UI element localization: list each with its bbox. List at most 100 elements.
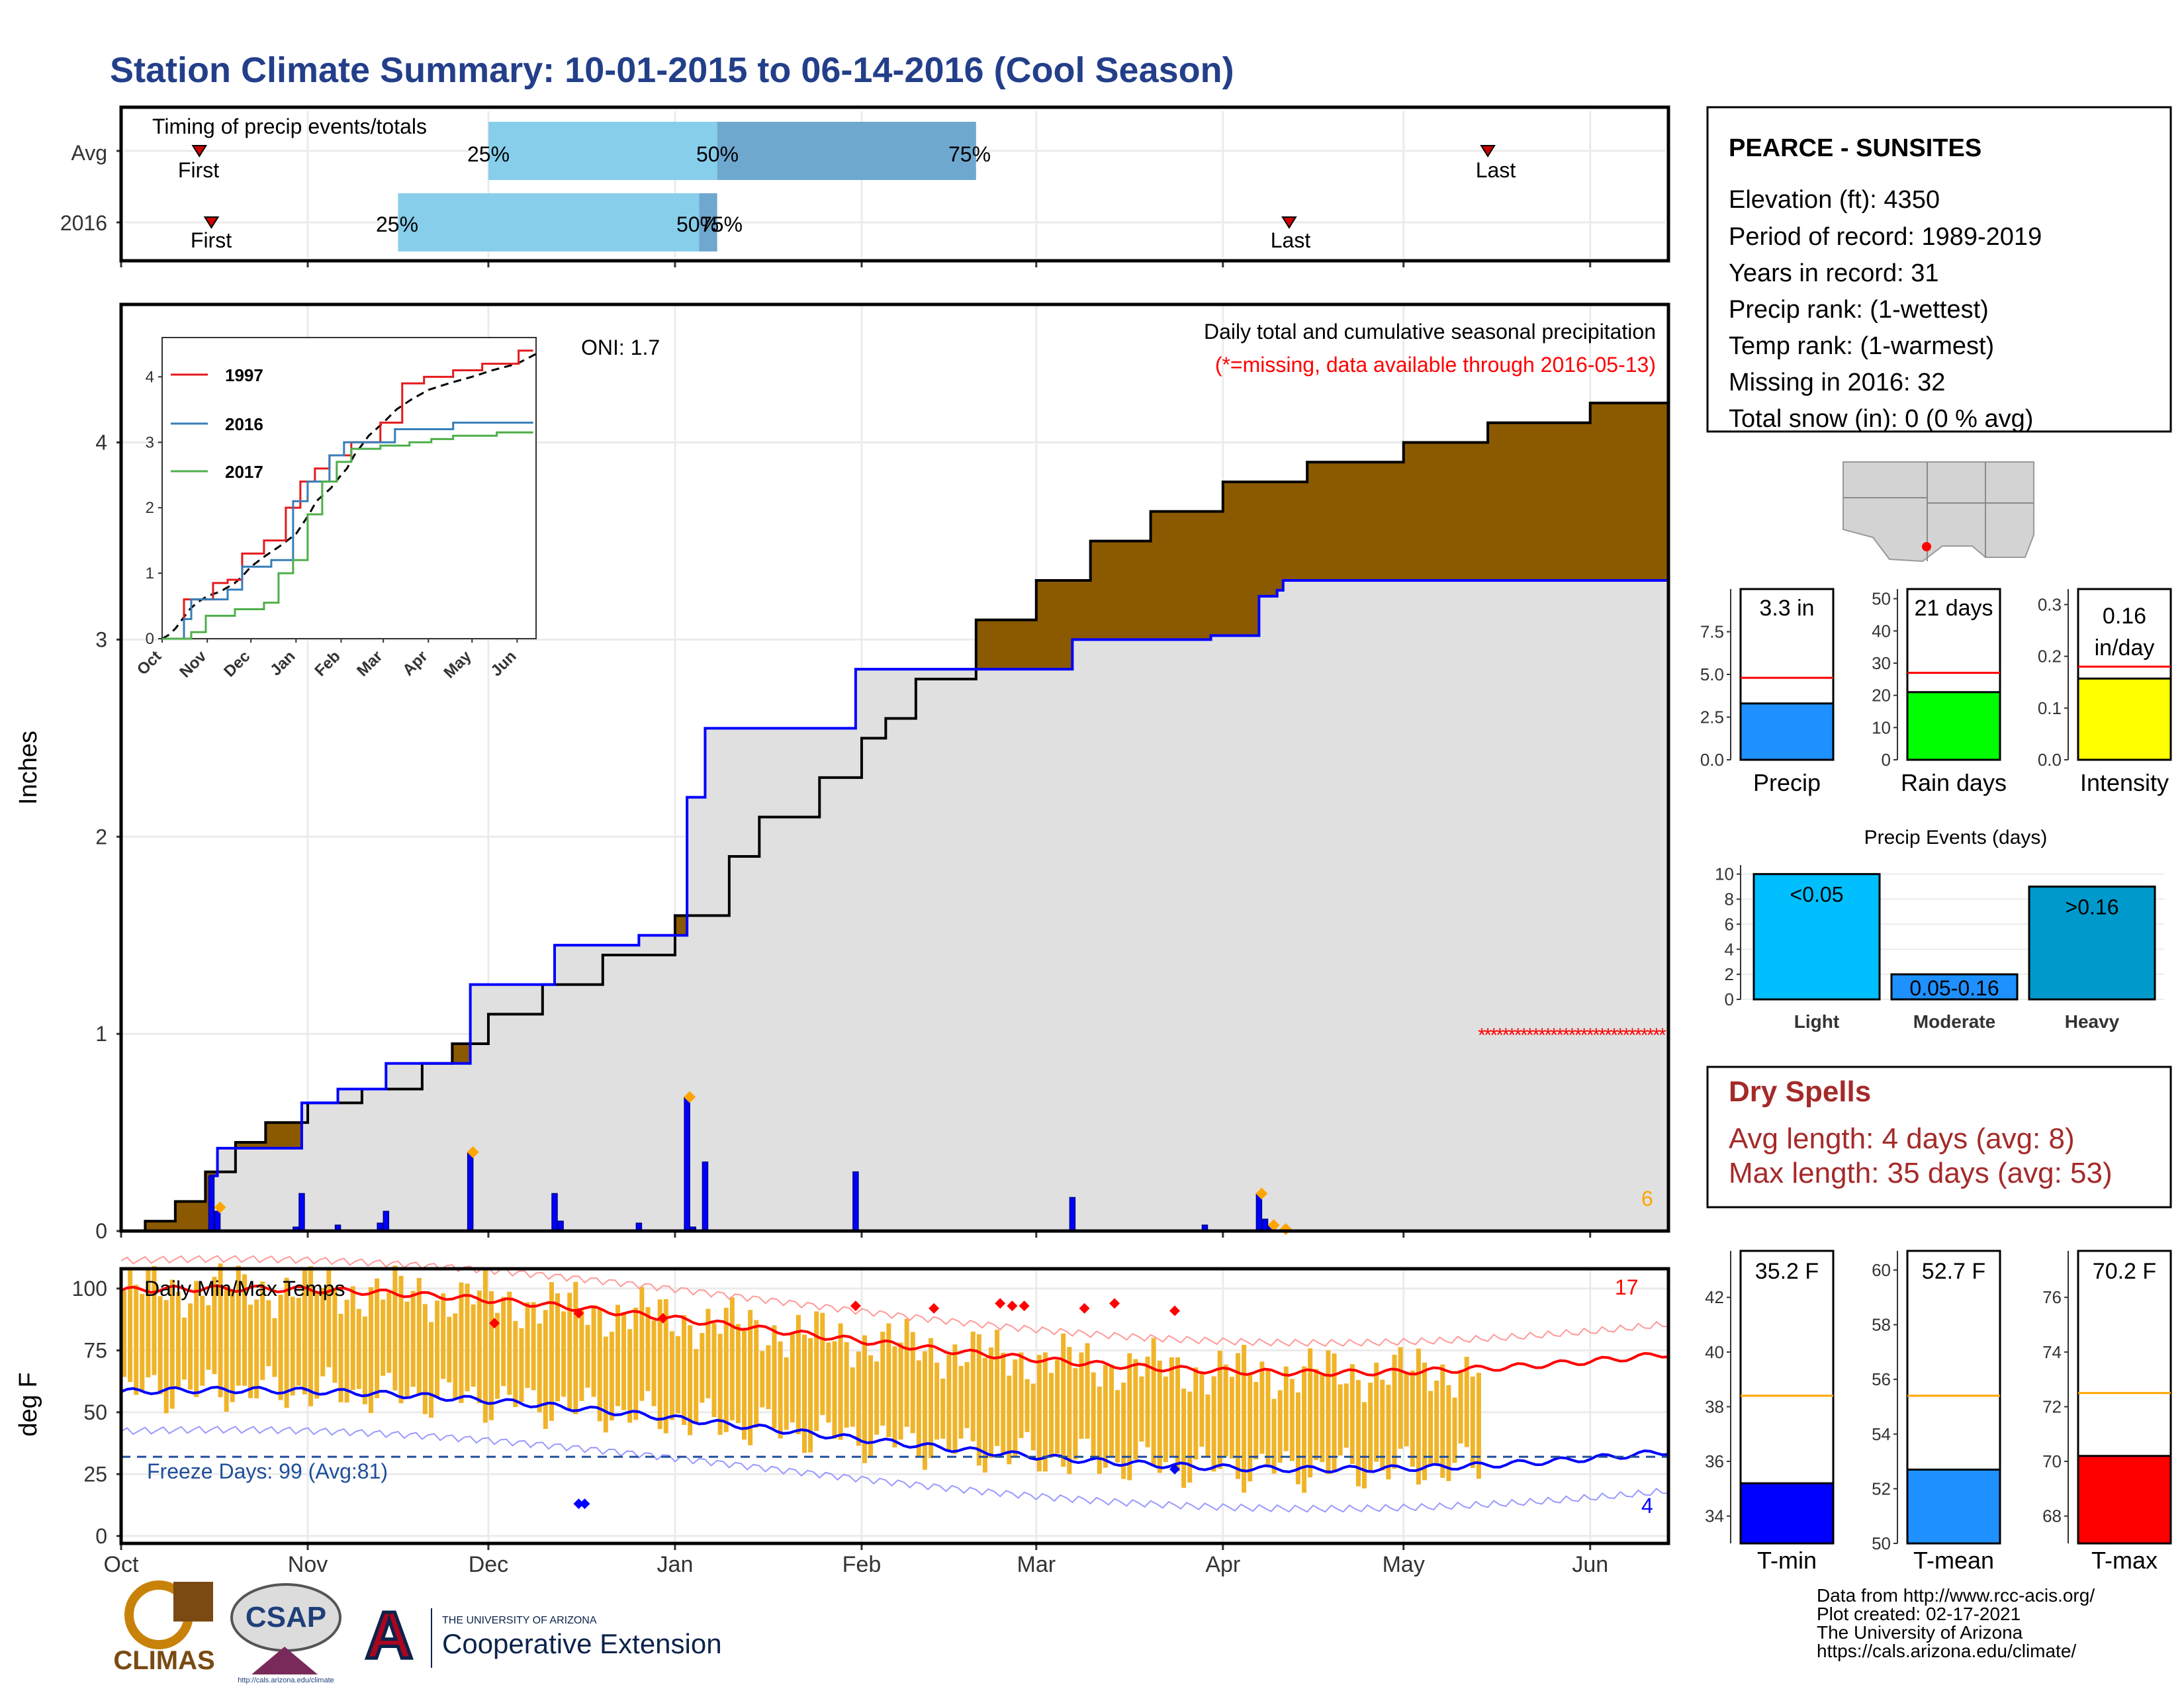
daily-temp-bar — [754, 1320, 759, 1428]
daily-temp-bar — [1259, 1361, 1265, 1454]
locator-map — [1843, 461, 2034, 563]
daily-temp-bar — [790, 1332, 795, 1423]
y2016-p75-label: 75% — [700, 212, 743, 236]
daily-temp-bar — [1181, 1388, 1187, 1488]
missing-day-star: * — [1653, 1025, 1661, 1046]
daily-temp-bar — [356, 1308, 361, 1389]
event-bar-Heavy — [2028, 886, 2156, 1001]
daily-temp-bar — [549, 1282, 554, 1421]
summary-tick-label-Rain days: 30 — [1872, 653, 1891, 673]
summary-value-unit-Intensity: in/day — [2095, 635, 2155, 661]
daily-temp-bar — [459, 1282, 464, 1403]
daily-temp-bar — [477, 1290, 482, 1404]
record-marker-4 — [1267, 1219, 1280, 1232]
climas-logo-text: CLIMAS — [113, 1646, 214, 1675]
daily-temp-bar — [302, 1267, 307, 1394]
timing-bar-50-75-avg — [717, 122, 976, 180]
missing-day-star: * — [1520, 1025, 1528, 1046]
daily-temp-bar — [862, 1335, 867, 1463]
daily-temp-bar — [453, 1313, 458, 1399]
temp-y-tick-label-25: 25 — [83, 1462, 107, 1486]
daily-temp-bar — [344, 1299, 349, 1403]
summary-bar-Intensity — [2077, 677, 2172, 761]
precip-panel-frame — [119, 302, 1670, 1233]
daily-temp-bar — [416, 1277, 422, 1395]
dry-spells-frame — [1706, 1066, 2172, 1209]
daily-temp-bar — [314, 1292, 320, 1399]
events-tick-label-8: 8 — [1725, 890, 1734, 909]
daily-temp-bar — [1386, 1385, 1391, 1480]
daily-temp-bar — [188, 1303, 193, 1390]
temperature-plot-content: 0 25 50 75 100 — [72, 1255, 1669, 1550]
avg-first-label: First — [178, 158, 219, 182]
daily-temp-bar — [482, 1270, 488, 1423]
precip-y-tick-label-1: 1 — [95, 1022, 107, 1046]
daily-temp-bar — [1139, 1376, 1144, 1442]
daily-temp-bar — [1048, 1373, 1054, 1457]
daily-temp-bar — [1073, 1368, 1078, 1460]
daily-temp-bar — [428, 1322, 433, 1418]
daily-temp-bar — [1079, 1352, 1084, 1439]
missing-day-star: * — [1514, 1025, 1522, 1046]
record-low-marker-0 — [573, 1498, 584, 1510]
daily-temp-bar — [140, 1293, 145, 1393]
record-high-marker-3 — [1007, 1301, 1018, 1312]
inset-y-tick-label-3: 3 — [146, 434, 154, 451]
daily-temp-bar — [350, 1286, 355, 1391]
temp-summary-tick-label-T-max: 76 — [2042, 1287, 2062, 1307]
daily-temp-bar — [362, 1316, 367, 1404]
timing-panel-frame — [119, 105, 1670, 263]
temp-summary-tick-label-T-max: 74 — [2042, 1342, 2062, 1362]
daily-temp-bar — [916, 1360, 921, 1457]
daily-temp-bar — [1470, 1376, 1475, 1469]
daily-temp-bar — [501, 1297, 506, 1387]
daily-temp-bar — [284, 1277, 289, 1408]
record-marker-3 — [1255, 1187, 1268, 1200]
summary-tick-label-Rain days: 0 — [1882, 750, 1891, 770]
daily-precip-bar-8 — [551, 1193, 558, 1232]
timing-bar-25-50-avg — [488, 122, 717, 180]
daily-temp-bar — [1362, 1402, 1367, 1488]
daily-temp-bar — [639, 1287, 645, 1401]
inset-frame — [161, 337, 537, 639]
daily-temp-bar — [1085, 1343, 1090, 1439]
events-tick-label-6: 6 — [1725, 914, 1734, 934]
daily-temp-bar — [573, 1281, 578, 1414]
daily-temp-bar — [735, 1324, 741, 1424]
page-title: Station Climate Summary: 10-01-2015 to 0… — [110, 50, 1234, 90]
hot-days-count: 17 — [1615, 1275, 1639, 1299]
y2016-p50-label: 50% — [676, 212, 719, 236]
daily-temp-bar — [465, 1283, 470, 1392]
climas-logo: CLIMAS — [113, 1580, 215, 1675]
daily-temp-bar — [940, 1378, 946, 1439]
summary-tick-label-Precip: 2.5 — [1700, 708, 1724, 727]
summary-label-Rain days: Rain days — [1901, 769, 2007, 796]
daily-temp-bar — [422, 1304, 428, 1414]
ua-block-a-icon: A — [365, 1598, 413, 1672]
daily-temp-bar — [1302, 1366, 1307, 1493]
daily-temp-bar — [579, 1310, 584, 1401]
daily-temp-bar — [1368, 1383, 1373, 1472]
daily-precip-bar-15 — [1069, 1197, 1076, 1232]
daily-temp-bar — [122, 1290, 126, 1377]
inset-series-line-2016 — [162, 422, 533, 640]
temp-summary-tick-label-T-max: 68 — [2042, 1506, 2062, 1526]
daily-temp-bar — [1019, 1352, 1024, 1438]
daily-temp-bar — [163, 1300, 169, 1414]
daily-temp-bar — [410, 1291, 416, 1387]
temp-y-tick-label-50: 50 — [83, 1400, 107, 1424]
missing-count: 6 — [1641, 1187, 1653, 1211]
daily-temp-bar — [1217, 1350, 1222, 1469]
daily-temp-bar — [1163, 1376, 1168, 1463]
daily-temp-bar — [1253, 1382, 1259, 1460]
daily-temp-bar — [711, 1323, 717, 1418]
record-marker-1 — [467, 1146, 479, 1158]
temp-y-tick-label-75: 75 — [83, 1338, 107, 1362]
temp-summary-tick-label-T-max: 72 — [2042, 1396, 2062, 1416]
daily-temp-bar — [892, 1346, 897, 1448]
station-name: PEARCE - SUNSITES — [1729, 134, 1981, 162]
precip-events-title: Precip Events (days) — [1864, 827, 2048, 848]
record-high-marker-9 — [573, 1308, 584, 1319]
missing-day-star: * — [1556, 1025, 1564, 1046]
daily-temp-bar — [387, 1292, 392, 1373]
